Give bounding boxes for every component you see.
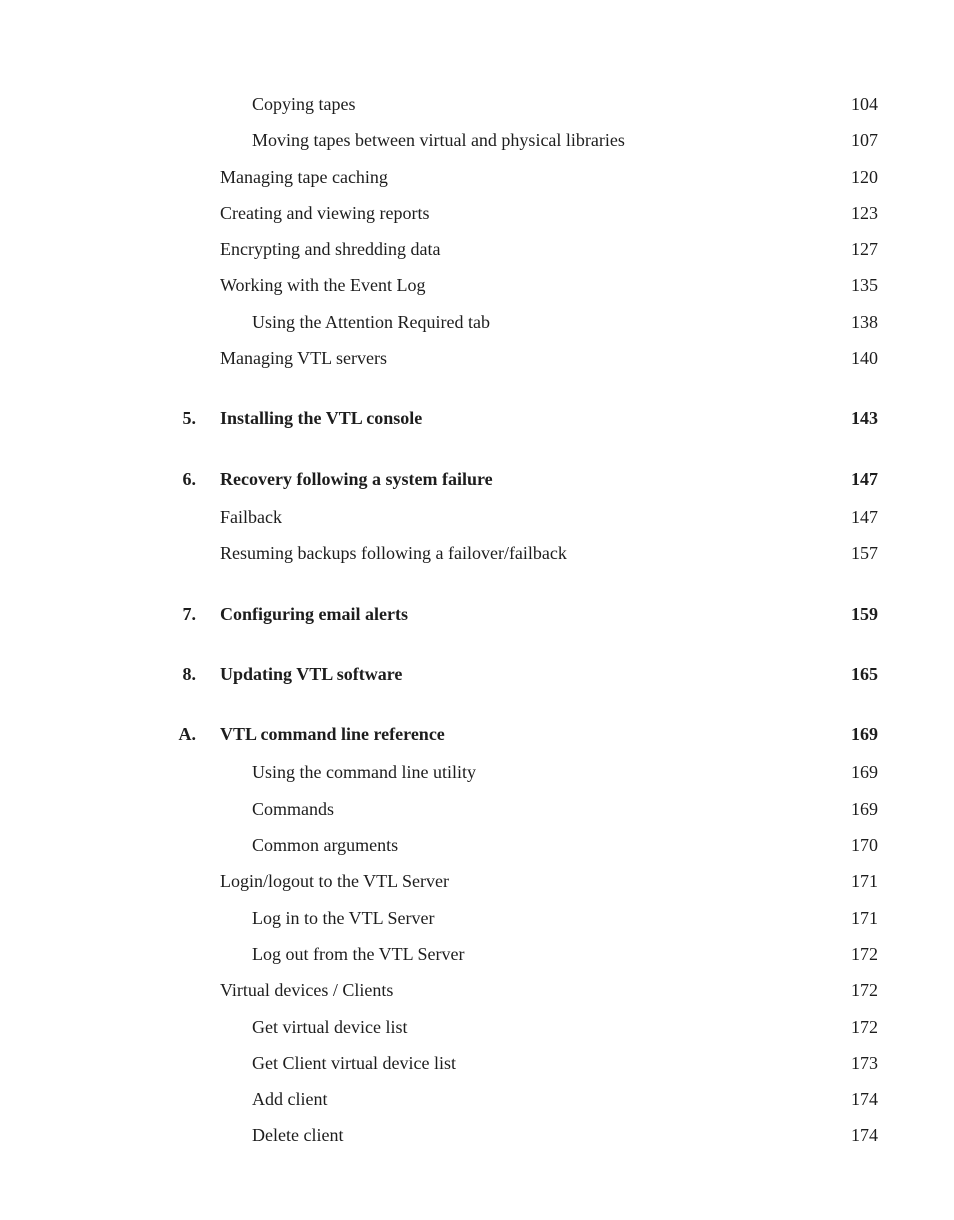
- toc-entry-page: 123: [828, 201, 878, 225]
- toc-entry-title: Log in to the VTL Server: [220, 906, 828, 930]
- toc-entry: Get virtual device list172: [76, 1015, 878, 1039]
- toc-entry-title: Commands: [220, 797, 828, 821]
- toc-entry-title: Resuming backups following a failover/fa…: [220, 541, 828, 565]
- toc-entry-page: 127: [828, 237, 878, 261]
- toc-entry: 5.Installing the VTL console143: [76, 406, 878, 430]
- toc-entry-title: Login/logout to the VTL Server: [220, 869, 828, 893]
- toc-entry-page: 169: [828, 722, 878, 746]
- toc-entry-page: 172: [828, 1015, 878, 1039]
- toc-entry-page: 170: [828, 833, 878, 857]
- toc-entry-page: 171: [828, 906, 878, 930]
- toc-entry: Creating and viewing reports123: [76, 201, 878, 225]
- toc-entry-number: A.: [76, 722, 220, 746]
- toc-entry-title: Get virtual device list: [220, 1015, 828, 1039]
- toc-entry-title: Moving tapes between virtual and physica…: [220, 128, 828, 152]
- toc-entry-page: 147: [828, 467, 878, 491]
- toc-entry-title: Installing the VTL console: [220, 406, 828, 430]
- toc-entry-page: 172: [828, 978, 878, 1002]
- toc-entry-page: 159: [828, 602, 878, 626]
- toc-entry-page: 104: [828, 92, 878, 116]
- toc-entry-title: Add client: [220, 1087, 828, 1111]
- toc-entry-title: Managing VTL servers: [220, 346, 828, 370]
- toc-entry-page: 120: [828, 165, 878, 189]
- toc-entry-title: Working with the Event Log: [220, 273, 828, 297]
- toc-entry: Delete client174: [76, 1123, 878, 1147]
- toc-entry: 6.Recovery following a system failure147: [76, 467, 878, 491]
- toc-entry-title: VTL command line reference: [220, 722, 828, 746]
- toc-entry-page: 140: [828, 346, 878, 370]
- toc-entry-page: 169: [828, 797, 878, 821]
- toc-entry-number: 8.: [76, 662, 220, 686]
- toc-entry: Commands169: [76, 797, 878, 821]
- toc-entry-page: 157: [828, 541, 878, 565]
- toc-entry: Log out from the VTL Server172: [76, 942, 878, 966]
- toc-entry-page: 143: [828, 406, 878, 430]
- toc-entry: Common arguments170: [76, 833, 878, 857]
- toc-entry-title: Updating VTL software: [220, 662, 828, 686]
- toc-entry-page: 169: [828, 760, 878, 784]
- toc-entry: A.VTL command line reference169: [76, 722, 878, 746]
- toc-entry: Encrypting and shredding data127: [76, 237, 878, 261]
- toc-entry-title: Log out from the VTL Server: [220, 942, 828, 966]
- toc-entry-page: 172: [828, 942, 878, 966]
- toc-entry: 8.Updating VTL software165: [76, 662, 878, 686]
- toc-entry-number: 7.: [76, 602, 220, 626]
- toc-entry-title: Virtual devices / Clients: [220, 978, 828, 1002]
- toc-entry-title: Managing tape caching: [220, 165, 828, 189]
- toc-entry: Moving tapes between virtual and physica…: [76, 128, 878, 152]
- toc-entry-page: 147: [828, 505, 878, 529]
- toc-entry-number: 5.: [76, 406, 220, 430]
- toc-entry-title: Recovery following a system failure: [220, 467, 828, 491]
- toc-entry-page: 107: [828, 128, 878, 152]
- toc-entry-title: Using the command line utility: [220, 760, 828, 784]
- toc-entry-title: Encrypting and shredding data: [220, 237, 828, 261]
- toc-entry: Get Client virtual device list173: [76, 1051, 878, 1075]
- toc-entry-title: Configuring email alerts: [220, 602, 828, 626]
- toc-entry-title: Get Client virtual device list: [220, 1051, 828, 1075]
- toc-entry-title: Common arguments: [220, 833, 828, 857]
- toc-entry: Managing VTL servers140: [76, 346, 878, 370]
- toc-entry: Working with the Event Log135: [76, 273, 878, 297]
- toc-entry: Add client174: [76, 1087, 878, 1111]
- toc-entry: Virtual devices / Clients172: [76, 978, 878, 1002]
- toc-entry-number: 6.: [76, 467, 220, 491]
- toc-entry: Managing tape caching120: [76, 165, 878, 189]
- toc-entry: Resuming backups following a failover/fa…: [76, 541, 878, 565]
- toc-entry-page: 174: [828, 1123, 878, 1147]
- toc-entry: Using the Attention Required tab138: [76, 310, 878, 334]
- toc-entry-page: 165: [828, 662, 878, 686]
- toc-entry: 7.Configuring email alerts159: [76, 602, 878, 626]
- toc-entry-title: Failback: [220, 505, 828, 529]
- toc-entry: Failback147: [76, 505, 878, 529]
- toc-entry-title: Copying tapes: [220, 92, 828, 116]
- toc-entry-page: 135: [828, 273, 878, 297]
- toc-entry-title: Delete client: [220, 1123, 828, 1147]
- toc-entry: Login/logout to the VTL Server171: [76, 869, 878, 893]
- toc-entry-page: 138: [828, 310, 878, 334]
- toc-entry-page: 171: [828, 869, 878, 893]
- toc-entry: Using the command line utility169: [76, 760, 878, 784]
- toc-entry: Copying tapes104: [76, 92, 878, 116]
- toc-entry-title: Creating and viewing reports: [220, 201, 828, 225]
- toc-page: Copying tapes104Moving tapes between vir…: [0, 0, 954, 1220]
- toc-entry-page: 174: [828, 1087, 878, 1111]
- toc-entry: Log in to the VTL Server171: [76, 906, 878, 930]
- toc-entry-title: Using the Attention Required tab: [220, 310, 828, 334]
- toc-list: Copying tapes104Moving tapes between vir…: [76, 92, 878, 1148]
- toc-entry-page: 173: [828, 1051, 878, 1075]
